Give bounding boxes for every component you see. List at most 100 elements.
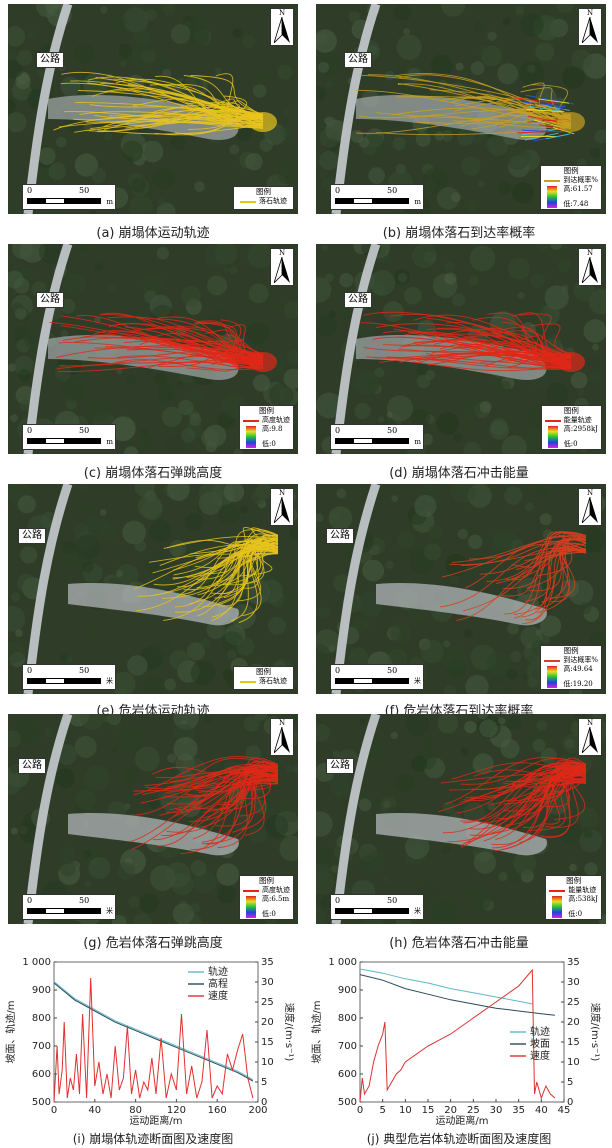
y2-axis-label: 速度/(m·s⁻¹) (589, 1003, 602, 1062)
y-tick-label: 800 (32, 1013, 51, 1024)
y-axis-label: 坡面、轨迹/m (310, 1000, 323, 1063)
scale-bar: 0 50 m (330, 424, 424, 450)
y-tick-label: 900 (32, 985, 51, 996)
scale-bar: 0 50 米 (330, 664, 424, 690)
profile-chart-i: 0 40 80 120 160 200 500 600 700 800 900 1 000 0 5 10 15… (0, 952, 306, 1130)
map-legend: 图例 落石轨迹 (233, 186, 294, 210)
y2-tick-label: 10 (567, 1057, 580, 1068)
series-line-2 (53, 977, 254, 1103)
map-caption-g: (g) 危岩体落石弹跳高度 (83, 936, 223, 951)
y2-tick-label: 25 (567, 997, 580, 1008)
series-line-1 (359, 974, 555, 1016)
x-axis-label: 运动距离/m (435, 1114, 488, 1127)
x-tick-label: 40 (88, 1105, 101, 1116)
x-tick-label: 25 (467, 1105, 480, 1116)
plot-frame (359, 961, 565, 1103)
north-arrow-icon: N (270, 718, 294, 756)
scale-bar: 0 50 m (330, 184, 424, 210)
y-tick-label: 700 (32, 1041, 51, 1052)
x-tick-label: 10 (399, 1105, 412, 1116)
map-legend: 图例 高度轨迹 高:6.5m 低:0 (239, 875, 294, 920)
legend-label: 轨迹 (530, 1025, 550, 1038)
x-tick-label: 5 (379, 1105, 385, 1116)
road-label: 公路 (18, 528, 46, 544)
north-arrow-icon: N (270, 248, 294, 286)
legend-label: 坡面 (530, 1037, 550, 1050)
y-axis-label: 坡面、轨迹/m (4, 1000, 17, 1063)
x-tick-label: 15 (422, 1105, 435, 1116)
map-panel-b: 公路 N 0 50 m 图例 到达概率% 高:61.57 低:7.48 (316, 4, 606, 214)
y2-tick-label: 25 (261, 997, 274, 1008)
x-tick-label: 35 (512, 1105, 525, 1116)
aerial-image (8, 484, 298, 694)
map-legend: 图例 能量轨迹 高:538kJ 低:0 (545, 875, 602, 920)
x-tick-label: 200 (248, 1105, 267, 1116)
y2-tick-label: 35 (567, 957, 580, 968)
north-arrow-icon: N (270, 8, 294, 46)
y-tick-label: 500 (32, 1097, 51, 1108)
map-caption-b: (b) 崩塌体落石到达率概率 (382, 226, 536, 241)
map-caption-h: (h) 危岩体落石冲击能量 (389, 936, 529, 951)
map-panel-a: 公路 N 0 50 m 图例 落石轨迹 (8, 4, 298, 214)
legend-label: 速度 (208, 989, 228, 1002)
series-line-1 (53, 982, 254, 1082)
road-label: 公路 (36, 292, 64, 308)
north-arrow-icon: N (578, 718, 602, 756)
y2-tick-label: 10 (261, 1057, 274, 1068)
chart-caption-i: (i) 崩塌体轨迹断面图及速度图 (72, 1132, 234, 1146)
scale-bar: 0 50 米 (22, 664, 116, 690)
profile-chart-j: 0 5 10 15 20 25 30 35 40 45 500 600 700 800 900 1 000 0 5… (306, 952, 612, 1130)
map-legend: 图例 到达概率% 高:61.57 低:7.48 (540, 165, 602, 210)
y2-tick-label: 30 (261, 977, 274, 988)
map-legend: 图例 高度轨迹 高:9.8 低:0 (239, 405, 294, 450)
north-arrow-icon: N (578, 248, 602, 286)
map-caption-a: (a) 崩塌体运动轨迹 (96, 226, 210, 241)
legend-label: 轨迹 (208, 965, 228, 978)
road-label: 公路 (326, 528, 354, 544)
y2-tick-label: 0 (567, 1097, 573, 1108)
north-arrow-icon: N (270, 488, 294, 526)
map-legend: 图例 到达概率% 高:49.64 低:19.20 (540, 645, 602, 690)
legend-label: 高程 (208, 977, 228, 990)
series-line-0 (53, 981, 254, 1081)
map-caption-d: (d) 崩塌体落石冲击能量 (389, 466, 529, 481)
legend-line-swatch (240, 200, 256, 203)
series-line-2 (359, 968, 556, 1103)
y-tick-label: 700 (338, 1041, 357, 1052)
y-tick-label: 1 000 (22, 957, 51, 968)
y-tick-label: 900 (338, 985, 357, 996)
legend-label: 速度 (530, 1049, 550, 1062)
x-tick-label: 40 (535, 1105, 548, 1116)
plot-frame (53, 961, 259, 1103)
y2-axis-label: 速度/(m·s⁻¹) (283, 1003, 296, 1062)
map-caption-c: (c) 崩塌体落石弹跳高度 (83, 466, 223, 481)
map-panel-c: 公路 N 0 50 m 图例 高度轨迹 高:9.8 低:0 (8, 244, 298, 454)
y2-tick-label: 5 (261, 1077, 267, 1088)
map-panel-f: 公路 N 0 50 米 图例 到达概率% 高:49.64 低:19.20 (316, 484, 606, 694)
x-tick-label: 80 (129, 1105, 142, 1116)
road-label: 公路 (326, 758, 354, 774)
y-tick-label: 600 (32, 1069, 51, 1080)
y2-tick-label: 5 (567, 1077, 573, 1088)
x-tick-label: 20 (444, 1105, 457, 1116)
aerial-image (8, 4, 298, 214)
x-tick-label: 30 (490, 1105, 503, 1116)
road-label: 公路 (344, 292, 372, 308)
scale-bar: 0 50 m (22, 424, 116, 450)
north-arrow-icon: N (578, 488, 602, 526)
scale-bar: 0 50 米 (22, 894, 116, 920)
series-line-0 (359, 968, 533, 1005)
y2-tick-label: 20 (567, 1017, 580, 1028)
scale-bar: 0 50 m (22, 184, 116, 210)
x-axis-label: 运动距离/m (129, 1114, 182, 1127)
map-panel-d: 公路 N 0 50 m 图例 能量轨迹 高:2958kJ 低:0 (316, 244, 606, 454)
map-panel-h: 公路 N 0 50 米 图例 能量轨迹 高:538kJ 低:0 (316, 714, 606, 924)
y2-tick-label: 20 (261, 1017, 274, 1028)
y2-tick-label: 15 (261, 1037, 274, 1048)
y-tick-label: 500 (338, 1097, 357, 1108)
map-legend: 图例 能量轨迹 高:2958kJ 低:0 (540, 405, 602, 450)
y-tick-label: 800 (338, 1013, 357, 1024)
road-label: 公路 (18, 758, 46, 774)
y-tick-label: 600 (338, 1069, 357, 1080)
y2-tick-label: 15 (567, 1037, 580, 1048)
